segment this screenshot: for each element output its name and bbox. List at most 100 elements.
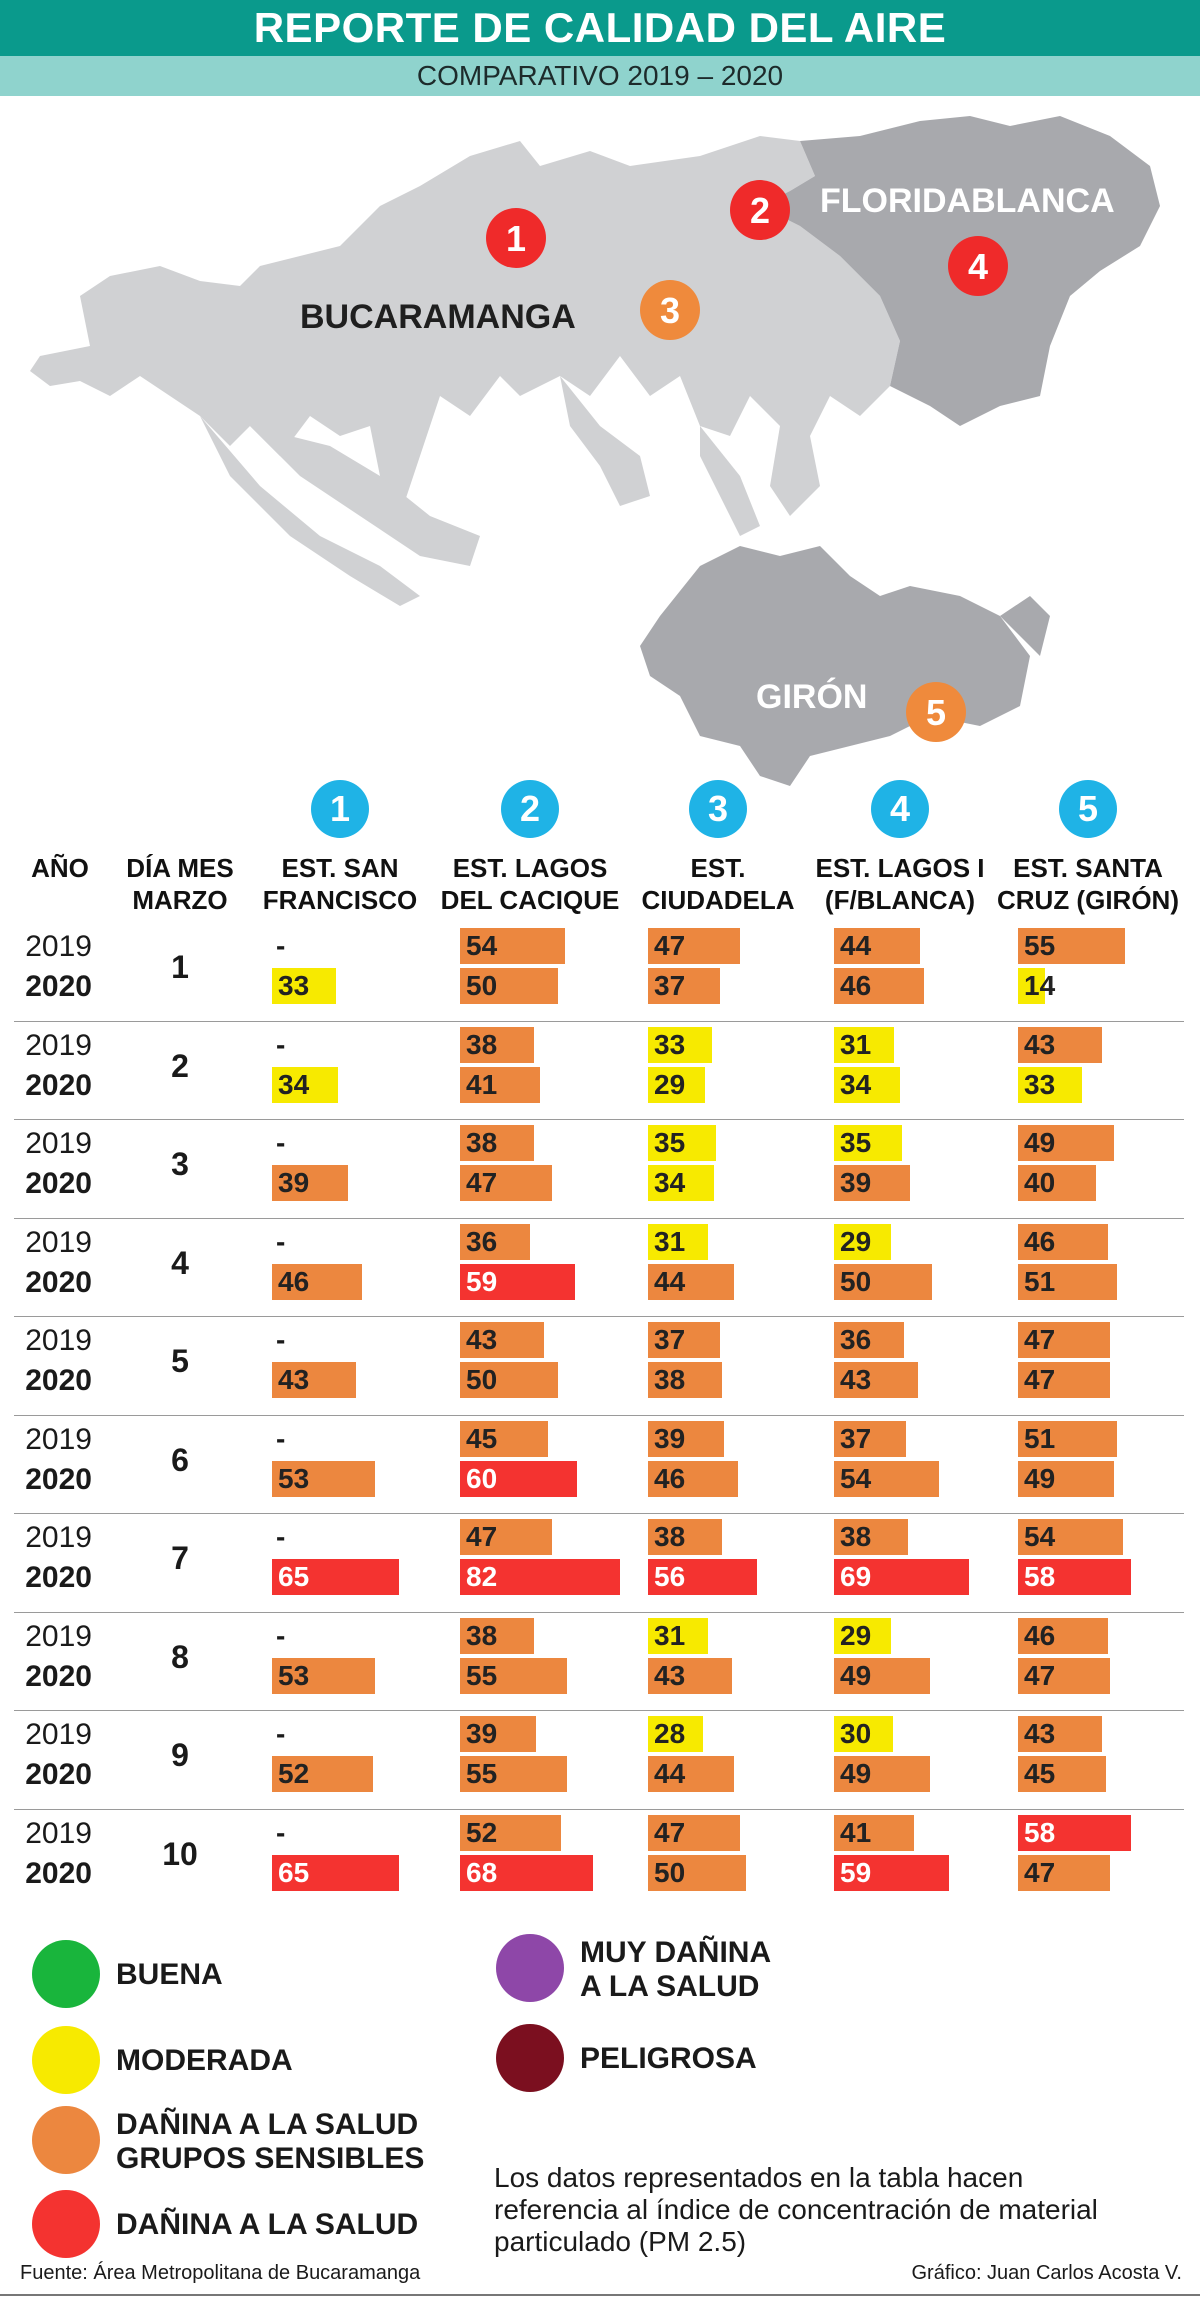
legend-dot-moderate <box>32 2026 100 2094</box>
giron-region <box>640 546 1030 786</box>
svg-text:1: 1 <box>506 218 526 259</box>
value-bar-2020: 82 <box>460 1559 620 1595</box>
year-label-2019: 2019 <box>25 1127 92 1160</box>
day-label: 9 <box>171 1737 189 1773</box>
legend-dot-hazardous <box>496 2024 564 2092</box>
year-label-2019: 2019 <box>25 1225 92 1259</box>
value-bar-2020: 34 <box>834 1066 901 1103</box>
data-note: Los datos representados en la tabla hace… <box>494 2162 1098 2257</box>
legend-label-good: BUENA <box>116 1958 223 1991</box>
station-number-5: 5 <box>1059 780 1117 838</box>
svg-text:4: 4 <box>968 246 988 287</box>
value-bar-2020: 50 <box>460 1362 558 1398</box>
year-label-2020: 2020 <box>25 1265 92 1299</box>
missing-value: - <box>276 1127 286 1158</box>
value-bar-2019: 39 <box>648 1420 725 1457</box>
row-divider <box>14 1020 1184 1022</box>
missing-value: - <box>276 1718 286 1749</box>
value-bar-2020: 55 <box>460 1657 568 1694</box>
map-marker-4: 4 <box>948 236 1008 296</box>
svg-text:3: 3 <box>660 290 680 331</box>
value-bar-2020: 38 <box>648 1362 723 1398</box>
legend-dot-sensitive <box>32 2106 100 2174</box>
value-bar-2020: 59 <box>834 1854 950 1891</box>
value-bar-2019: 35 <box>648 1125 717 1161</box>
value-bar-2019: 31 <box>834 1026 895 1063</box>
map-label-floridablanca: FLORIDABLANCA <box>820 182 1115 220</box>
map-marker-1: 1 <box>486 208 546 268</box>
day-label: 10 <box>162 1835 198 1872</box>
station-name-4: EST. LAGOS I (F/BLANCA) <box>815 853 985 915</box>
station-name-1: EST. SAN FRANCISCO <box>262 853 418 915</box>
row-divider <box>14 1611 1184 1613</box>
value-bar-2019: 33 <box>648 1026 713 1063</box>
value-bar-2019: 47 <box>1018 1322 1110 1358</box>
value-bar-2020: 46 <box>648 1460 738 1497</box>
value-bar-2020: 46 <box>272 1263 362 1300</box>
value-bar-2019: 43 <box>460 1322 544 1358</box>
source-credit: Fuente: Área Metropolitana de Bucaramang… <box>20 2262 421 2284</box>
svg-text:5: 5 <box>926 692 946 733</box>
value-bar-2019: 51 <box>1018 1420 1118 1457</box>
value-bar-2019: 38 <box>460 1125 535 1161</box>
station-number-3: 3 <box>689 780 747 838</box>
day-label: 5 <box>171 1343 189 1379</box>
value-bar-2019: 45 <box>460 1420 548 1457</box>
value-bar-2020: 59 <box>460 1263 576 1300</box>
row-divider <box>14 1316 1184 1317</box>
legend-dot-good <box>32 1940 100 2008</box>
value-bar-2019: 46 <box>1018 1617 1108 1654</box>
map-label-giron: GIRÓN <box>756 678 867 716</box>
value-bar-2020: 69 <box>834 1559 969 1595</box>
day-label: 3 <box>171 1146 189 1182</box>
value-bar-2020: 41 <box>460 1066 540 1103</box>
value-bar-2019: 54 <box>460 928 566 964</box>
missing-value: - <box>276 1521 286 1552</box>
value-bar-2020: 50 <box>834 1263 932 1300</box>
value-bar-2020: 46 <box>834 968 924 1004</box>
value-bar-2020: 47 <box>1018 1657 1110 1694</box>
year-label-2020: 2020 <box>25 1364 92 1397</box>
value-bar-2020: 47 <box>1018 1854 1110 1891</box>
value-bar-2020: 14 <box>1018 968 1055 1004</box>
station-number-4: 4 <box>871 780 929 838</box>
year-label-2020: 2020 <box>25 1758 92 1791</box>
value-bar-2019: 35 <box>834 1125 903 1161</box>
value-bar-2020: 34 <box>272 1066 339 1103</box>
legend-label-moderate: MODERADA <box>116 2044 293 2077</box>
value-bar-2019: 29 <box>834 1617 891 1654</box>
value-bar-2019: 44 <box>834 928 920 964</box>
missing-value: - <box>276 930 286 961</box>
row-divider <box>14 1808 1184 1810</box>
station-name-3: EST. CIUDADELA <box>641 853 795 915</box>
value-bar-2019: 31 <box>648 1223 709 1260</box>
year-label-2019: 2019 <box>25 1521 92 1554</box>
value-bar-2020: 50 <box>648 1854 746 1891</box>
row-divider <box>14 1119 1184 1120</box>
year-label-2019: 2019 <box>25 1028 92 1062</box>
value-bar-2020: 33 <box>1018 1066 1083 1103</box>
value-bar-2019: 41 <box>834 1814 914 1851</box>
day-label: 1 <box>171 949 189 985</box>
value-bar-2019: 58 <box>1018 1814 1132 1851</box>
bottom-divider <box>0 2294 1200 2296</box>
value-bar-2019: 36 <box>460 1223 531 1260</box>
station-number-1: 1 <box>311 780 369 838</box>
value-bar-2019: 38 <box>834 1519 909 1555</box>
value-bar-2020: 50 <box>460 968 558 1004</box>
value-bar-2020: 43 <box>648 1657 732 1694</box>
year-header: AÑO <box>31 853 89 883</box>
year-label-2020: 2020 <box>25 1068 92 1102</box>
value-bar-2019: 46 <box>1018 1223 1108 1260</box>
value-bar-2019: 37 <box>648 1322 721 1358</box>
value-bar-2019: 43 <box>1018 1026 1102 1063</box>
station-name-2: EST. LAGOS DEL CACIQUE <box>440 853 620 915</box>
value-bar-2019: 39 <box>460 1716 537 1752</box>
value-bar-2020: 55 <box>460 1756 568 1792</box>
value-bar-2020: 53 <box>272 1460 376 1497</box>
legend-label-sensitive: DAÑINA A LA SALUD GRUPOS SENSIBLES <box>116 2108 425 2175</box>
year-label-2019: 2019 <box>25 1422 92 1456</box>
row-divider <box>14 1217 1184 1219</box>
day-label: 7 <box>171 1540 189 1576</box>
author-credit: Gráfico: Juan Carlos Acosta V. <box>911 2262 1182 2284</box>
